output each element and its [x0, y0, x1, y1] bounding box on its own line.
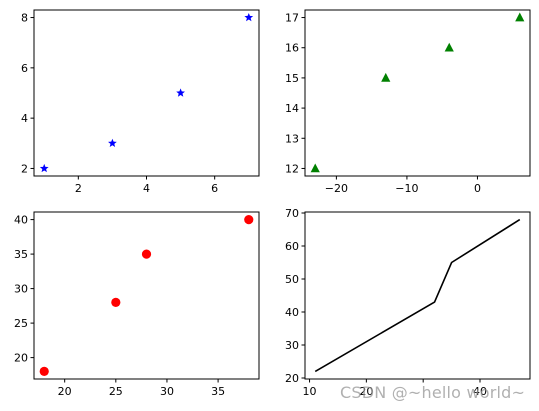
subplot-top-left: 2 4 6 2 4 6 8 [21, 9, 260, 195]
x-tick-label: 0 [474, 182, 481, 195]
y-tick-label: 17 [285, 12, 299, 25]
data-point [39, 163, 49, 173]
y-tick-label: 2 [21, 162, 28, 175]
subplot-bottom-right: 10 20 40 20 30 40 50 60 70 [285, 207, 531, 398]
y-tick-label: 60 [285, 240, 299, 253]
watermark: CSDN @~hello world~ [340, 383, 526, 402]
y-tick-label: 16 [285, 42, 299, 55]
y-tick-label: 35 [14, 248, 28, 261]
y-tick-label: 40 [14, 214, 28, 227]
data-point [444, 42, 454, 52]
subplot-bottom-left: 20 25 30 35 20 25 30 35 40 [14, 211, 260, 398]
y-tick-label: 30 [14, 283, 28, 296]
axes-frame [33, 9, 260, 177]
x-tick-label: 2 [75, 182, 82, 195]
data-point [176, 88, 185, 97]
y-tick-label: 20 [285, 372, 299, 385]
x-tick-label: 4 [143, 182, 150, 195]
data-point [244, 12, 254, 22]
x-tick-label: 25 [109, 385, 123, 398]
y-tick-label: 40 [285, 306, 299, 319]
y-tick-label: 6 [21, 62, 28, 75]
y-tick-label: 4 [21, 112, 28, 125]
x-tick-label: 6 [211, 182, 218, 195]
y-tick-label: 20 [14, 352, 28, 365]
data-point [381, 72, 391, 82]
subplot-top-right: −20 −10 0 12 13 14 15 16 17 [285, 9, 531, 195]
data-point [111, 297, 121, 308]
x-tick-label: 10 [303, 385, 317, 398]
data-point [244, 214, 254, 225]
y-tick-label: 50 [285, 273, 299, 286]
data-point [141, 249, 152, 259]
x-tick-label: −10 [395, 182, 418, 195]
y-tick-label: 15 [285, 72, 299, 85]
y-tick-label: 8 [21, 12, 28, 25]
y-tick-label: 70 [285, 207, 299, 220]
y-tick-label: 30 [285, 339, 299, 352]
y-tick-label: 13 [285, 132, 299, 145]
x-tick-label: 20 [58, 385, 72, 398]
x-tick-label: −20 [325, 182, 348, 195]
axes-frame [33, 211, 260, 380]
y-tick-label: 25 [14, 317, 28, 330]
x-tick-label: 30 [160, 385, 174, 398]
data-point [39, 366, 49, 377]
y-tick-label: 12 [285, 162, 299, 175]
series-line [314, 218, 521, 373]
axes-frame [304, 9, 531, 177]
x-tick-label: 20 [359, 385, 373, 398]
data-point [310, 163, 320, 173]
x-tick-label: 35 [211, 385, 225, 398]
data-point [515, 12, 525, 22]
axes-frame [304, 211, 531, 380]
x-tick-label: 40 [473, 385, 487, 398]
data-point [108, 138, 117, 148]
y-tick-label: 14 [285, 102, 299, 115]
